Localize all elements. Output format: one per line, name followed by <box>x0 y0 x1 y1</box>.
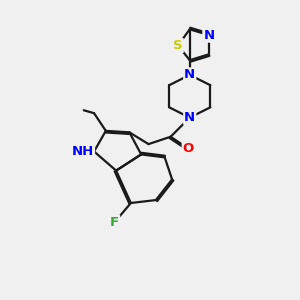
Text: O: O <box>183 142 194 155</box>
Text: F: F <box>110 216 119 229</box>
Text: NH: NH <box>72 145 94 158</box>
Text: N: N <box>203 29 214 42</box>
Text: S: S <box>173 39 183 52</box>
Text: N: N <box>184 111 195 124</box>
Text: N: N <box>184 68 195 81</box>
